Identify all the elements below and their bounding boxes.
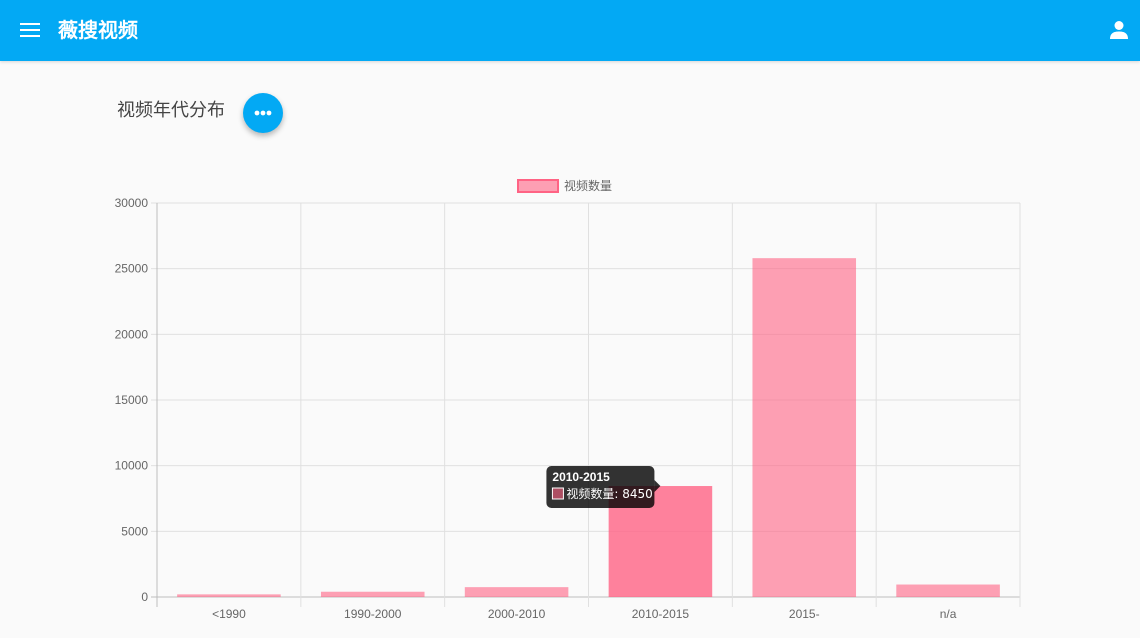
tooltip-swatch [551,487,564,500]
x-tick-label: 1990-2000 [344,607,402,621]
x-tick-label: 2015- [789,607,820,621]
y-tick-label: 15000 [115,393,149,407]
menu-button[interactable] [14,15,46,45]
chart-bars [177,258,1000,597]
tooltip-caret [654,480,661,492]
more-horiz-icon [254,110,272,116]
y-tick-label: 10000 [115,459,149,473]
account-icon [1110,21,1128,39]
bar [896,584,1000,597]
chart-grid [151,202,1021,607]
x-tick-label: 2000-2010 [488,607,546,621]
bar [464,587,569,597]
app-bar: 薇搜视频 [0,0,1140,61]
y-tick-label: 0 [141,590,148,604]
more-button[interactable] [243,93,283,133]
x-tick-label: n/a [940,607,957,621]
tooltip-box [546,466,655,508]
chart-tick-labels: 30000 25000 20000 15000 10000 5000 0 <1990 1990-… [115,196,957,621]
chart-tooltip: 2010-2015 视频数量: 8450 [546,466,661,508]
page-title: 视频年代分布 [117,100,225,121]
tooltip-title: 2010-2015 [552,470,610,484]
app-title: 薇搜视频 [58,18,138,42]
y-tick-label: 25000 [115,262,149,276]
menu-icon [20,23,40,37]
bar [752,258,857,597]
legend-swatch [517,179,559,193]
tooltip-label: 视频数量: 8450 [566,486,652,501]
y-tick-label: 5000 [121,524,148,538]
legend-label: 视频数量 [564,178,612,193]
x-tick-label: <1990 [212,607,246,621]
chart-legend: 视频数量 [517,178,612,193]
bar [320,591,425,597]
y-tick-label: 30000 [115,196,149,210]
bar [177,594,281,597]
account-button[interactable] [1104,16,1134,44]
x-tick-label: 2010-2015 [632,607,690,621]
y-tick-label: 20000 [115,327,149,341]
